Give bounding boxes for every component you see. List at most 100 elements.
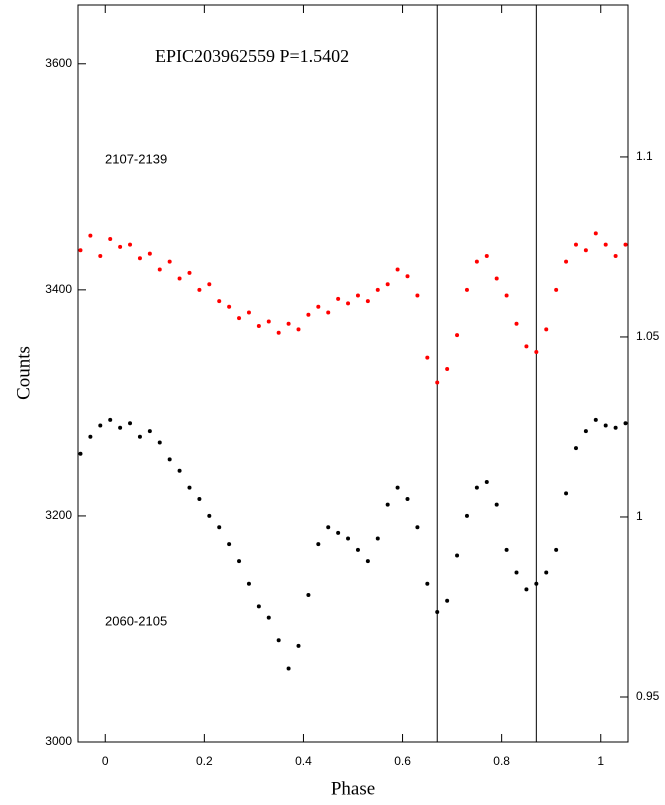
data-point [197,496,202,501]
data-point [336,296,341,301]
data-point [346,301,351,306]
data-point [137,256,142,261]
data-point [108,236,113,241]
data-point [316,304,321,309]
x-tick-label: 0.2 [196,754,213,768]
data-point [197,287,202,292]
data-point [286,666,291,671]
data-point [355,547,360,552]
data-point [405,274,410,279]
data-point [623,242,628,247]
data-point [355,293,360,298]
data-point [494,502,499,507]
data-point [494,276,499,281]
data-point [573,446,578,451]
data-point [266,319,271,324]
data-point [464,287,469,292]
data-point [237,559,242,564]
data-point [415,525,420,530]
data-point [583,429,588,434]
data-point [326,310,331,315]
data-point [276,638,281,643]
data-point [455,553,460,558]
data-point [187,270,192,275]
data-point [554,287,559,292]
x-tick-label: 0.4 [295,754,312,768]
data-point [445,366,450,371]
data-point [514,570,519,575]
data-point [435,380,440,385]
data-point [514,321,519,326]
data-point [286,321,291,326]
y2-tick-label: 0.95 [636,689,660,703]
data-point [445,598,450,603]
data-point [118,425,123,430]
data-point [375,287,380,292]
data-point [405,496,410,501]
data-point [276,330,281,335]
data-point [484,480,489,485]
data-point [237,316,242,321]
legend-label: 2060-2105 [105,613,167,628]
data-point [88,434,93,439]
data-point [375,536,380,541]
data-point [603,242,608,247]
data-point [88,233,93,238]
plot-frame [77,4,629,743]
data-point [564,259,569,264]
data-point [217,525,222,530]
data-point [425,581,430,586]
y-tick-label: 3600 [45,56,72,70]
y-tick-label: 3400 [45,282,72,296]
data-point [137,434,142,439]
data-point [78,248,83,253]
legend-label: 2107-2139 [105,151,167,166]
data-point [227,304,232,309]
data-point [464,513,469,518]
data-point [246,310,251,315]
data-point [455,333,460,338]
data-point [207,513,212,518]
data-point [167,259,172,264]
data-point [425,355,430,360]
data-point [296,643,301,648]
data-point [246,581,251,586]
data-point [474,485,479,490]
data-point [217,299,222,304]
data-point [147,429,152,434]
data-point [336,530,341,535]
data-point [603,423,608,428]
data-point [613,425,618,430]
data-point [157,267,162,272]
data-point [167,457,172,462]
data-point [78,451,83,456]
data-point [256,324,261,329]
data-point [306,593,311,598]
data-point [385,282,390,287]
data-point [474,259,479,264]
data-point [524,344,529,349]
data-point [395,485,400,490]
data-point [118,244,123,249]
data-point [415,293,420,298]
data-point [326,525,331,530]
data-point [564,491,569,496]
data-point [544,327,549,332]
data-point [266,615,271,620]
data-point [435,610,440,615]
x-tick-label: 0 [102,754,109,768]
data-point [504,293,509,298]
data-point [98,253,103,258]
x-axis-label: Phase [331,778,375,799]
data-point [544,570,549,575]
x-tick-label: 0.8 [493,754,510,768]
data-point [128,242,133,247]
data-point [395,267,400,272]
y-tick-label: 3200 [45,508,72,522]
y-axis-label: Counts [13,346,34,400]
data-point [385,502,390,507]
data-point [524,587,529,592]
data-point [534,350,539,355]
data-point [623,421,628,426]
